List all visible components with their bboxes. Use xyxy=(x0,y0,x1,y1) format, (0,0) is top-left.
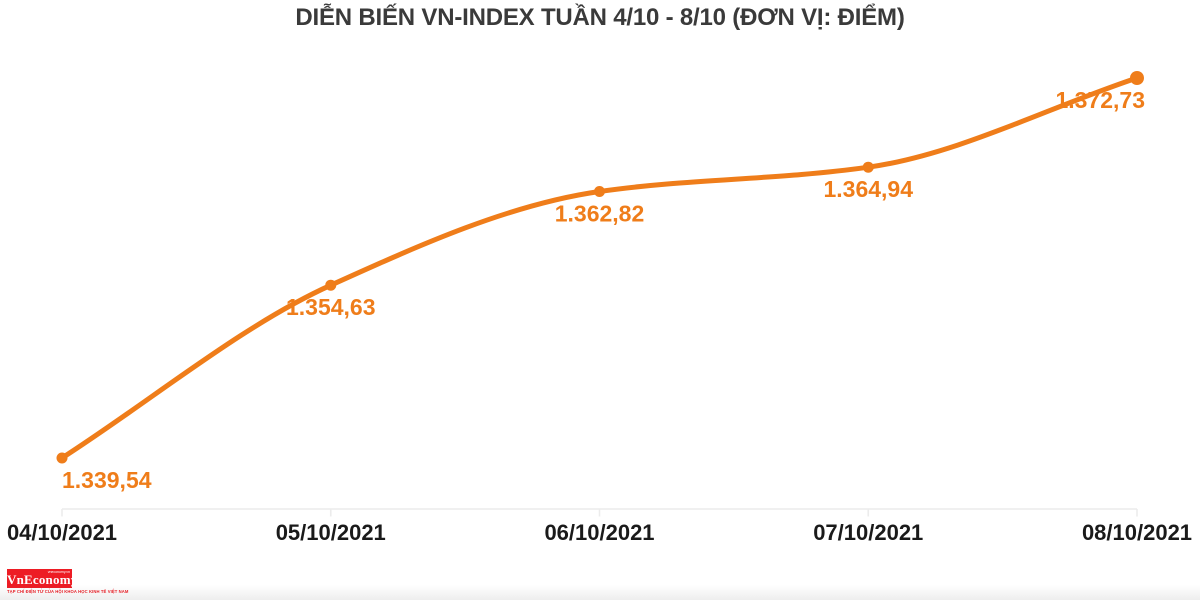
vneconomy-logo-topline: vneconomy.vn xyxy=(47,570,70,574)
x-axis-label: 08/10/2021 xyxy=(1082,520,1192,545)
vneconomy-logo: vneconomy.vn VnEconomy TẠP CHÍ ĐIỆN TỬ C… xyxy=(7,569,167,594)
vneconomy-logo-box: vneconomy.vn VnEconomy xyxy=(7,569,78,588)
data-point-marker xyxy=(325,279,337,291)
vneconomy-logo-tagline: TẠP CHÍ ĐIỆN TỬ CỦA HỘI KHOA HỌC KINH TẾ… xyxy=(7,589,129,594)
data-point-marker xyxy=(594,186,605,197)
x-axis-label: 04/10/2021 xyxy=(7,520,117,545)
vneconomy-logo-name: VnEconomy xyxy=(7,572,78,587)
vnindex-line xyxy=(59,75,1140,461)
data-point-label: 1.339,54 xyxy=(62,467,152,493)
data-point-label: 1.364,94 xyxy=(823,176,913,202)
x-axis-label: 05/10/2021 xyxy=(276,520,386,545)
data-point-label: 1.372,73 xyxy=(1055,87,1145,113)
chart-title: DIỄN BIẾN VN-INDEX TUẦN 4/10 - 8/10 (ĐƠN… xyxy=(295,4,905,31)
x-axis-label: 07/10/2021 xyxy=(813,520,923,545)
data-point-marker xyxy=(862,161,874,173)
data-point-marker xyxy=(56,452,68,464)
data-point-label: 1.362,82 xyxy=(555,201,645,227)
x-axis-label: 06/10/2021 xyxy=(544,520,654,545)
data-point-marker xyxy=(1130,71,1144,85)
data-point-label: 1.354,63 xyxy=(286,294,376,320)
